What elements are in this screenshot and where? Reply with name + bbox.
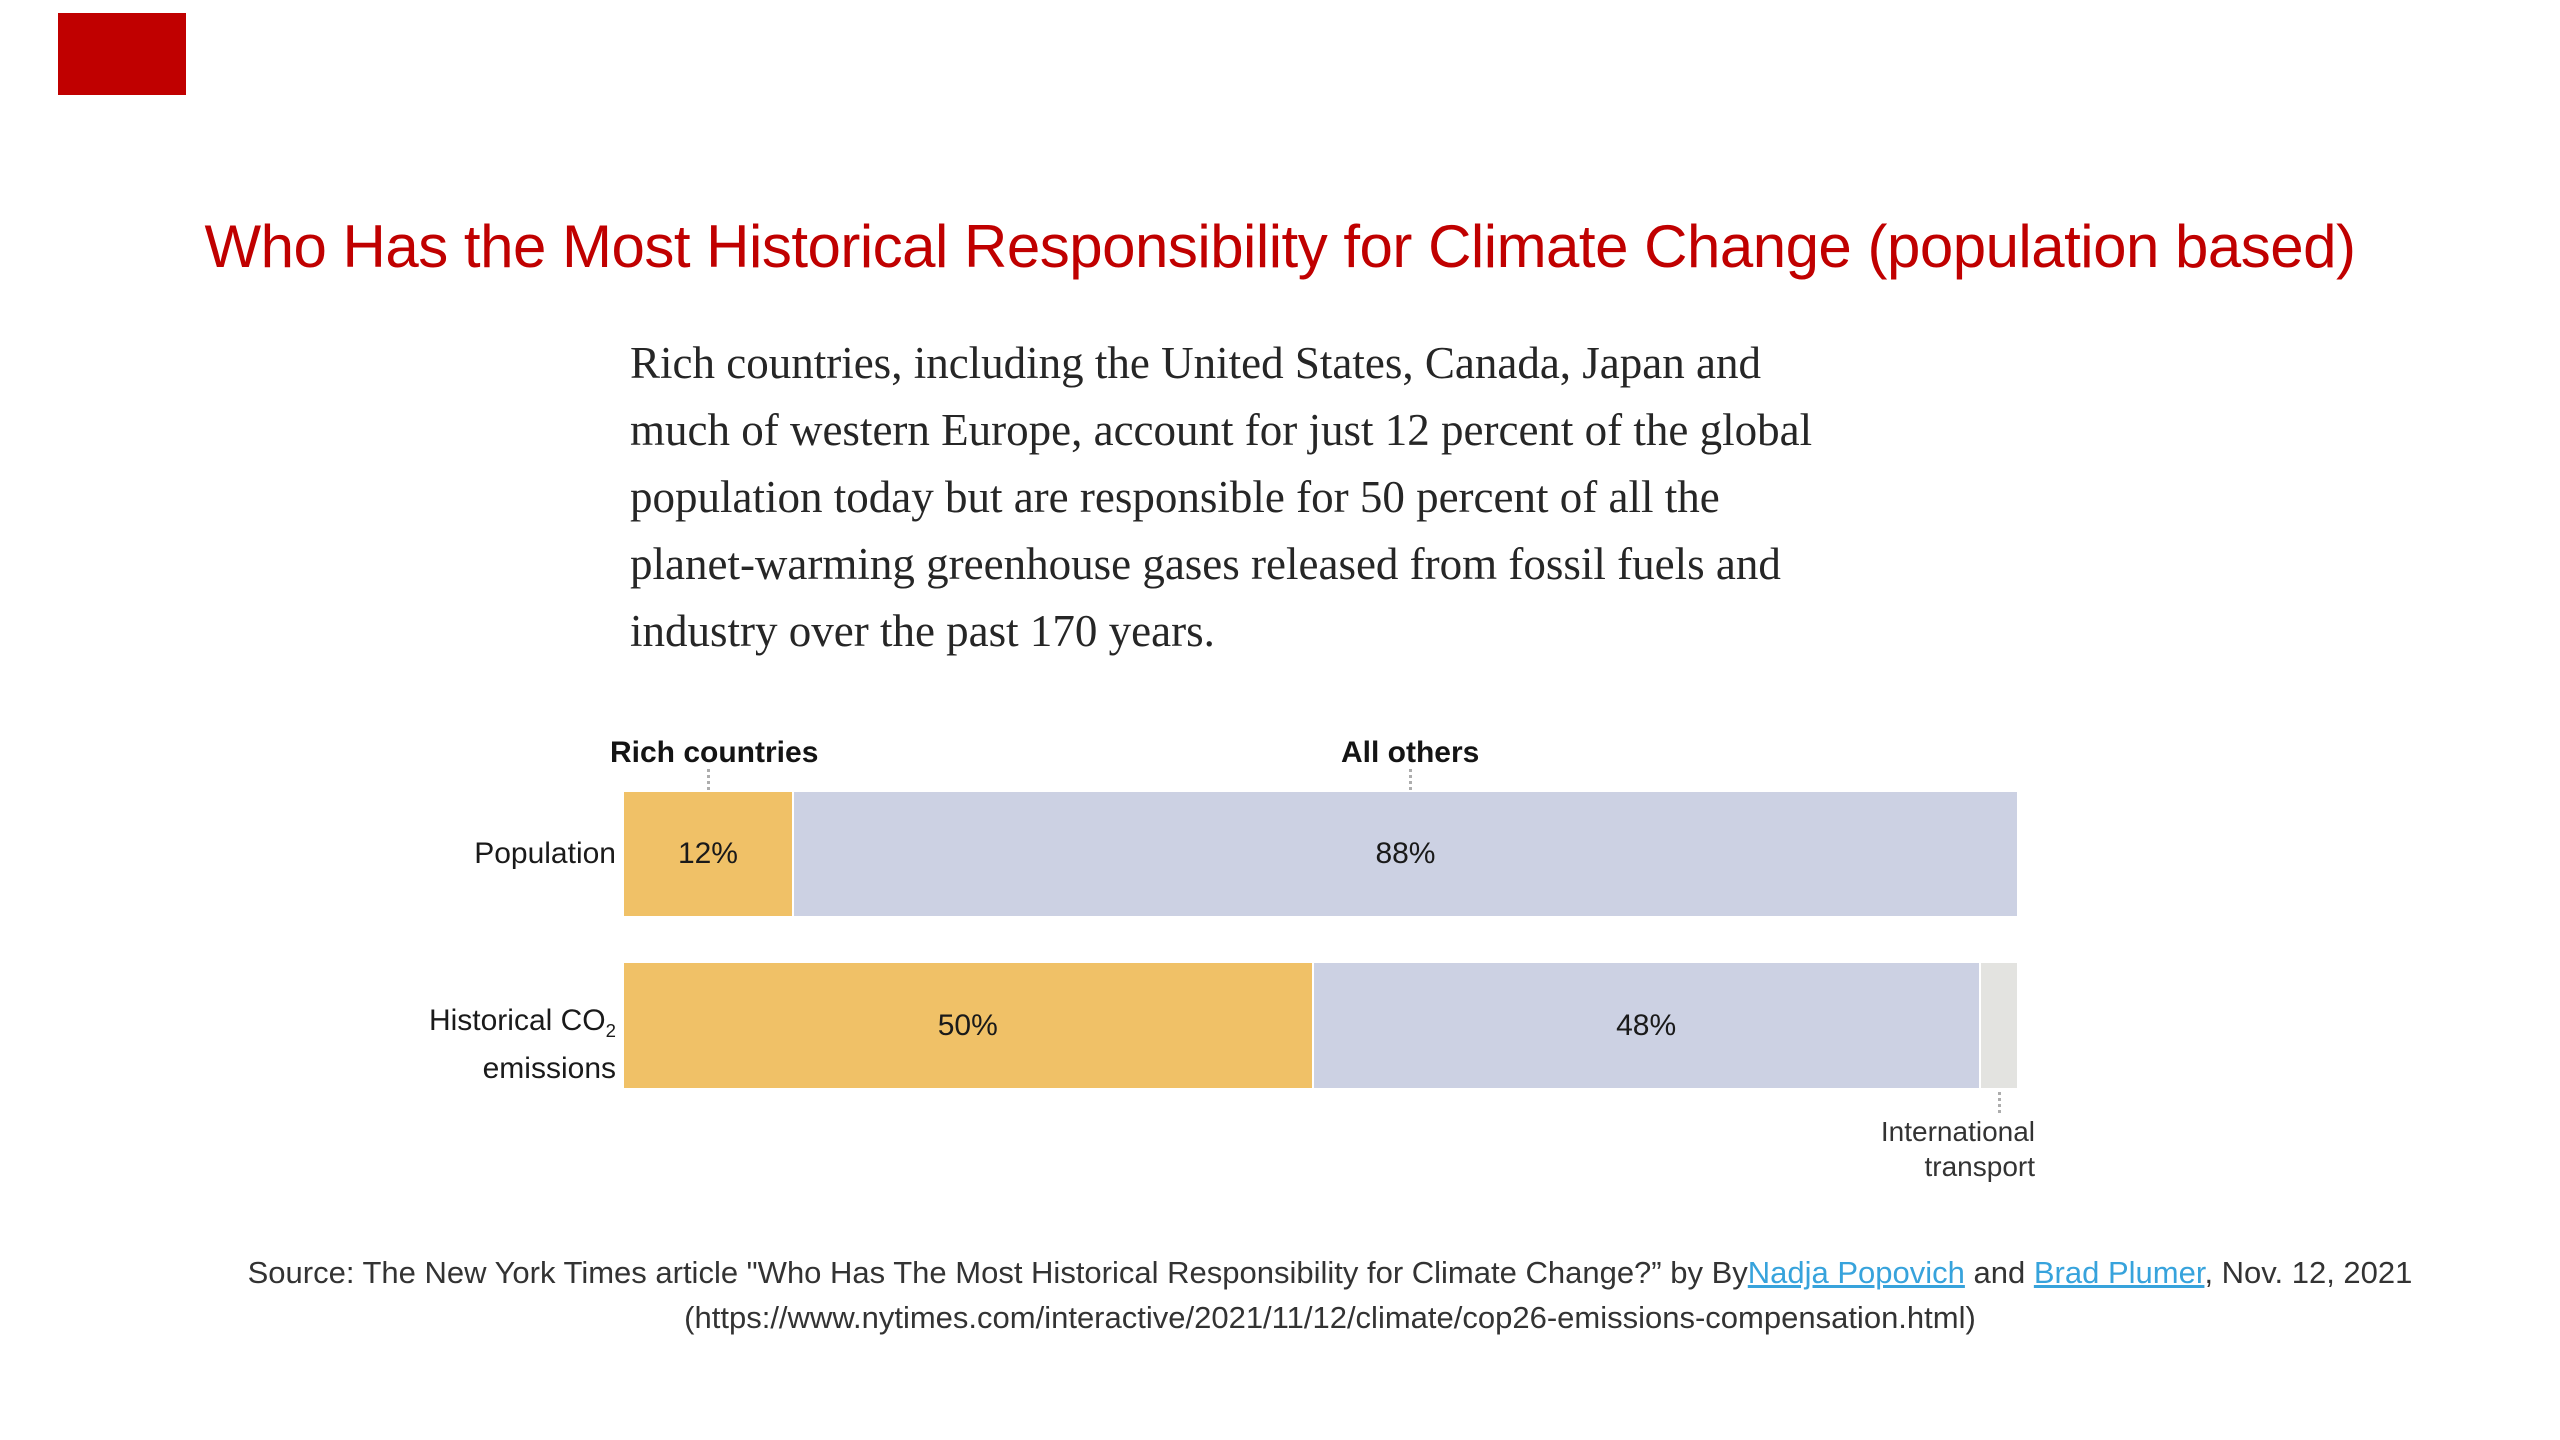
source-line1-mid: and: [1964, 1255, 2034, 1290]
emissions-bar: 50% 48%: [624, 963, 2017, 1088]
emissions-row-label: Historical CO2 emissions: [280, 963, 616, 1088]
population-others-value-label: 88%: [1375, 837, 1436, 870]
intl-label-line1: International: [1880, 1116, 2035, 1147]
source-line1: Source: The New York Times article "Who …: [100, 1250, 2560, 1295]
emissions-others-value-label: 48%: [1616, 1008, 1677, 1042]
source-text: Source: The New York Times article "Who …: [100, 1250, 2560, 1340]
intro-line: planet-warming greenhouse gases released…: [630, 539, 1781, 589]
source-line2-url: (https://www.nytimes.com/interactive/202…: [684, 1300, 1976, 1335]
population-rich-value-label: 12%: [677, 837, 738, 870]
intro-line: population today but are responsible for…: [630, 472, 1720, 522]
emissions-label-line1: Historical CO2: [428, 1004, 616, 1041]
group-label-rich-countries: Rich countries: [610, 736, 819, 769]
link-brad-plumer[interactable]: Brad Plumer: [2033, 1255, 2205, 1290]
emissions-rich-value-label: 50%: [937, 1008, 998, 1042]
dotted-leader-icon: [1409, 769, 1412, 790]
page-title: Who Has the Most Historical Responsibili…: [204, 213, 2357, 281]
population-row-label: Population: [474, 837, 616, 870]
intro-line: Rich countries, including the United Sta…: [630, 338, 1761, 388]
international-transport-label: International transport: [1735, 1114, 2035, 1184]
link-nadja-popovich[interactable]: Nadja Popovich: [1747, 1255, 1965, 1290]
emissions-segment-rich-countries: 50%: [624, 963, 1314, 1088]
group-label-all-others: All others: [1341, 736, 1480, 769]
emissions-label-line2: emissions: [482, 1052, 616, 1085]
intro-line: much of western Europe, account for just…: [630, 405, 1813, 455]
red-corner-accent: [58, 13, 186, 95]
intro-line: industry over the past 170 years.: [630, 606, 1215, 656]
population-segment-rich-countries: 12%: [624, 792, 794, 916]
intl-label-line2: transport: [1924, 1151, 2036, 1182]
source-line1-prefix: Source: The New York Times article "Who …: [247, 1255, 1748, 1290]
population-bar: 12% 88%: [624, 792, 2017, 916]
emissions-segment-all-others: 48%: [1313, 963, 1981, 1088]
dotted-leader-icon: [1998, 1092, 2001, 1113]
dotted-leader-icon: [707, 769, 710, 790]
subscript-2: 2: [605, 1020, 616, 1041]
source-line1-suffix: , Nov. 12, 2021: [2204, 1255, 2413, 1290]
population-segment-all-others: 88%: [793, 792, 2017, 916]
emissions-segment-international-transport: [1980, 963, 2017, 1088]
intro-paragraph: Rich countries, including the United Sta…: [630, 330, 1812, 665]
